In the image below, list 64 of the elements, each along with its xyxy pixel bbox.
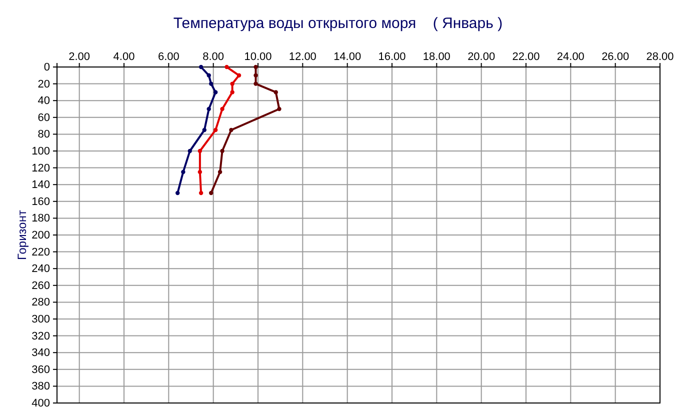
- x-tick-label: 12.00: [288, 51, 316, 63]
- y-tick-label: 60: [38, 112, 50, 124]
- y-tick-label: 360: [32, 364, 50, 376]
- y-tick-label: 220: [32, 246, 50, 258]
- point: [236, 73, 242, 78]
- y-tick-label: 300: [32, 314, 50, 326]
- x-tick-label: 8.00: [202, 51, 224, 63]
- point: [224, 64, 229, 70]
- point: [218, 170, 222, 174]
- point: [198, 148, 202, 154]
- y-tick-label: 0: [44, 62, 50, 74]
- x-tick-label: 6.00: [158, 51, 180, 63]
- y-axis-title: Горизонт: [15, 210, 29, 260]
- point: [181, 170, 186, 174]
- point: [213, 128, 218, 132]
- y-tick-label: 380: [32, 380, 50, 393]
- x-tick-label: 24.00: [556, 51, 584, 63]
- y-tick-label: 100: [32, 146, 50, 158]
- y-tick-label: 80: [38, 128, 50, 141]
- y-tick-label: 240: [32, 263, 50, 276]
- point: [175, 190, 180, 196]
- point: [198, 190, 204, 196]
- y-tick-label: 160: [32, 196, 50, 208]
- point: [208, 82, 214, 86]
- point: [220, 106, 224, 112]
- x-tick-label: 28.00: [646, 51, 674, 63]
- point: [206, 73, 211, 78]
- y-tick-label: 320: [32, 330, 50, 342]
- y-tick-label: 40: [38, 95, 50, 108]
- point: [220, 148, 224, 154]
- point: [230, 90, 234, 94]
- point: [206, 106, 211, 112]
- x-tick-label: 10.00: [244, 51, 272, 63]
- point: [254, 73, 258, 78]
- x-tick-label: 22.00: [512, 51, 540, 63]
- point: [274, 90, 278, 94]
- y-tick-label: 260: [32, 280, 50, 292]
- point: [230, 82, 234, 86]
- y-tick-label: 400: [32, 398, 50, 410]
- point: [254, 64, 258, 70]
- point: [229, 128, 234, 132]
- y-tick-label: 280: [32, 296, 50, 309]
- y-tick-label: 200: [32, 230, 50, 242]
- point: [254, 82, 258, 86]
- y-tick-label: 180: [32, 212, 50, 225]
- x-tick-label: 14.00: [334, 51, 362, 63]
- point: [202, 128, 207, 132]
- y-tick-label: 120: [32, 162, 50, 174]
- point: [213, 90, 218, 94]
- y-tick-label: 20: [38, 78, 50, 90]
- point: [198, 64, 204, 70]
- x-tick-label: 4.00: [113, 51, 135, 63]
- y-tick-label: 340: [32, 347, 50, 360]
- point: [208, 190, 214, 196]
- x-tick-label: 16.00: [378, 51, 406, 63]
- point: [198, 170, 202, 174]
- y-tick-label: 140: [32, 179, 50, 192]
- x-tick-label: 18.00: [422, 51, 450, 63]
- point: [277, 106, 282, 112]
- chart-title: Температура воды открытого моря ( Январь ): [173, 15, 503, 32]
- x-tick-label: 2.00: [68, 51, 90, 63]
- x-tick-label: 20.00: [468, 51, 496, 63]
- point: [188, 148, 192, 154]
- x-tick-label: 26.00: [602, 51, 630, 63]
